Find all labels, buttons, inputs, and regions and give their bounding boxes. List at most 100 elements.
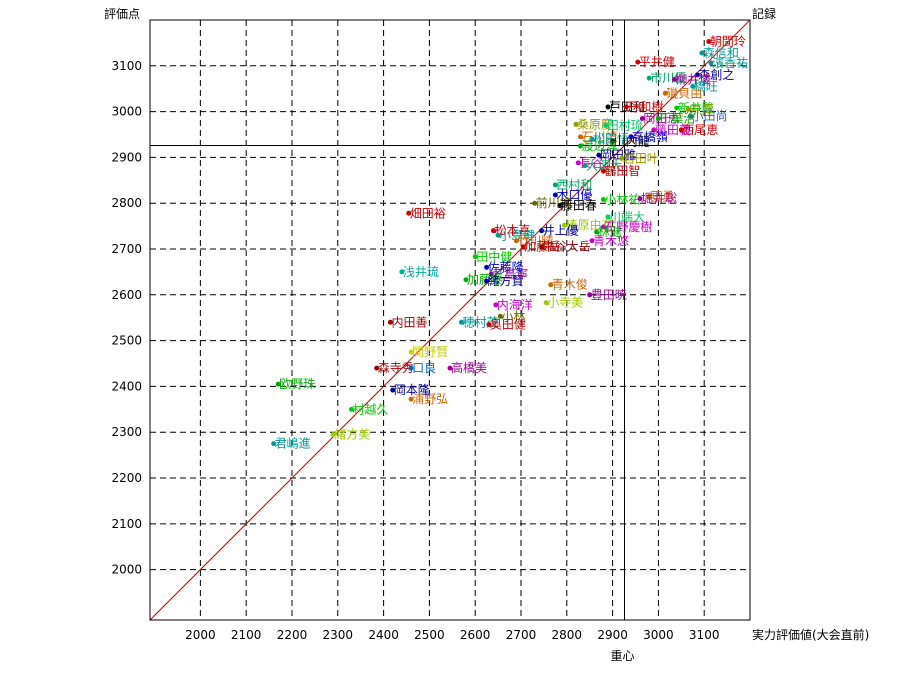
point-label: 奥田健 <box>490 318 526 332</box>
data-point: 柳井凌 <box>671 73 711 87</box>
point-label: 石野慶樹 <box>604 220 652 234</box>
point-label: 田村琉 <box>607 118 643 132</box>
data-point: 村越久 <box>349 402 389 416</box>
x-tick-label: 2400 <box>368 628 399 642</box>
point-label: 欧野珠 <box>279 377 315 391</box>
data-point: 大濱大 <box>582 159 622 173</box>
point-label: 岡田恵 <box>643 111 679 125</box>
x-tick-label: 2100 <box>231 628 262 642</box>
data-point: 高橋美 <box>447 360 487 375</box>
point-marker <box>594 229 600 235</box>
point-marker <box>578 143 584 149</box>
x-tick-label: 2500 <box>414 628 445 642</box>
x-tick-label: 2700 <box>506 628 537 642</box>
point-label: 岩田叶 <box>623 150 659 165</box>
y-tick-label: 2900 <box>111 150 142 164</box>
point-label: 浅井琉 <box>403 265 439 279</box>
point-label: 内海洋 <box>497 297 533 312</box>
data-point: 石野慶樹 <box>600 220 652 234</box>
point-marker <box>589 136 595 142</box>
point-label: 小林 <box>501 309 525 323</box>
point-label: 森寺秀 <box>378 360 414 375</box>
point-label: 椿原由有 <box>566 218 614 232</box>
data-point: 前川鈍 <box>532 195 572 210</box>
point-marker <box>488 271 494 277</box>
point-label: 朝間玲 <box>710 35 746 49</box>
point-label: 桑原慶 <box>577 117 613 131</box>
data-point: 欧野珠 <box>275 377 315 391</box>
point-marker <box>623 104 629 110</box>
point-marker <box>699 50 705 56</box>
point-marker <box>408 365 414 371</box>
tick-labels: 2000 2100 2200 2300 2400 2500 2600 2700 2800 2900… <box>111 59 719 642</box>
x-tick-label: 2200 <box>277 628 308 642</box>
point-label: 竹川晴 <box>517 234 553 248</box>
point-marker <box>708 60 714 66</box>
data-point: 口良 <box>408 360 436 375</box>
point-marker <box>628 134 634 140</box>
data-point: 岩田叶 <box>619 150 659 165</box>
point-marker <box>646 75 652 81</box>
point-label: 口良 <box>412 360 436 375</box>
data-point: 渡辺淳 <box>578 138 618 153</box>
y-tick-label: 2000 <box>111 563 142 577</box>
data-point: 内田善 <box>387 314 427 329</box>
point-marker <box>619 155 625 161</box>
point-marker <box>495 232 501 238</box>
point-marker <box>690 83 696 89</box>
point-marker <box>520 244 526 250</box>
data-point: 丹和樹 <box>623 100 663 114</box>
diagonal-label: 記録 <box>752 6 776 21</box>
point-label: 豊田暁 <box>591 288 627 302</box>
x-tick-label: 3000 <box>643 628 674 642</box>
data-point: 長谷川 <box>575 156 615 170</box>
point-label: 濱香祐 <box>712 56 748 70</box>
data-point: 西尾恵 <box>678 123 718 137</box>
y-tick-label: 3100 <box>111 59 142 73</box>
y-tick-label: 2600 <box>111 288 142 302</box>
point-label: 小田尚 <box>691 109 727 123</box>
point-marker <box>646 193 652 199</box>
point-label: 青木悠 <box>593 233 629 248</box>
point-marker <box>573 121 579 127</box>
point-marker <box>548 282 554 288</box>
point-label: 森信和 <box>703 45 739 60</box>
point-marker <box>578 134 584 140</box>
point-marker <box>600 224 606 230</box>
data-point: 高橋嶺 <box>628 129 668 144</box>
point-label: 鶴田智 <box>604 163 640 178</box>
point-label: 青木俊 <box>552 277 588 292</box>
point-marker <box>587 292 593 298</box>
point-marker <box>685 106 691 112</box>
point-marker <box>408 349 414 355</box>
data-point: 竹川晴 <box>513 234 553 248</box>
data-point: 君嶋進 <box>271 437 311 451</box>
point-marker <box>330 432 336 438</box>
data-point: 小林 <box>497 309 525 323</box>
x-tick-label: 3100 <box>689 628 720 642</box>
point-marker <box>635 59 641 65</box>
data-point: 松本喜 <box>491 224 531 238</box>
point-marker <box>562 222 568 228</box>
y-tick-label: 2800 <box>111 196 142 210</box>
point-marker <box>399 269 405 275</box>
point-marker <box>552 182 558 188</box>
point-label: 大濱大 <box>586 159 622 173</box>
point-marker <box>552 192 558 198</box>
data-point: 青木俊 <box>548 277 588 292</box>
point-marker <box>447 365 453 371</box>
data-point: 川端大 <box>605 210 645 224</box>
data-point: 森寺秀 <box>374 360 414 375</box>
point-marker <box>497 313 503 319</box>
point-marker <box>271 441 277 447</box>
point-marker <box>639 115 645 121</box>
point-label: 堀井聡 <box>641 191 677 206</box>
point-marker <box>662 90 668 96</box>
centroid-label: 重心 <box>610 649 634 663</box>
point-marker <box>582 163 588 169</box>
x-tick-label: 2000 <box>185 628 216 642</box>
point-label: 丹和樹 <box>627 100 663 114</box>
point-label: 井上優 <box>543 224 579 238</box>
point-marker <box>637 196 643 202</box>
x-axis-label: 実力評価値(大会直前) <box>752 627 869 642</box>
